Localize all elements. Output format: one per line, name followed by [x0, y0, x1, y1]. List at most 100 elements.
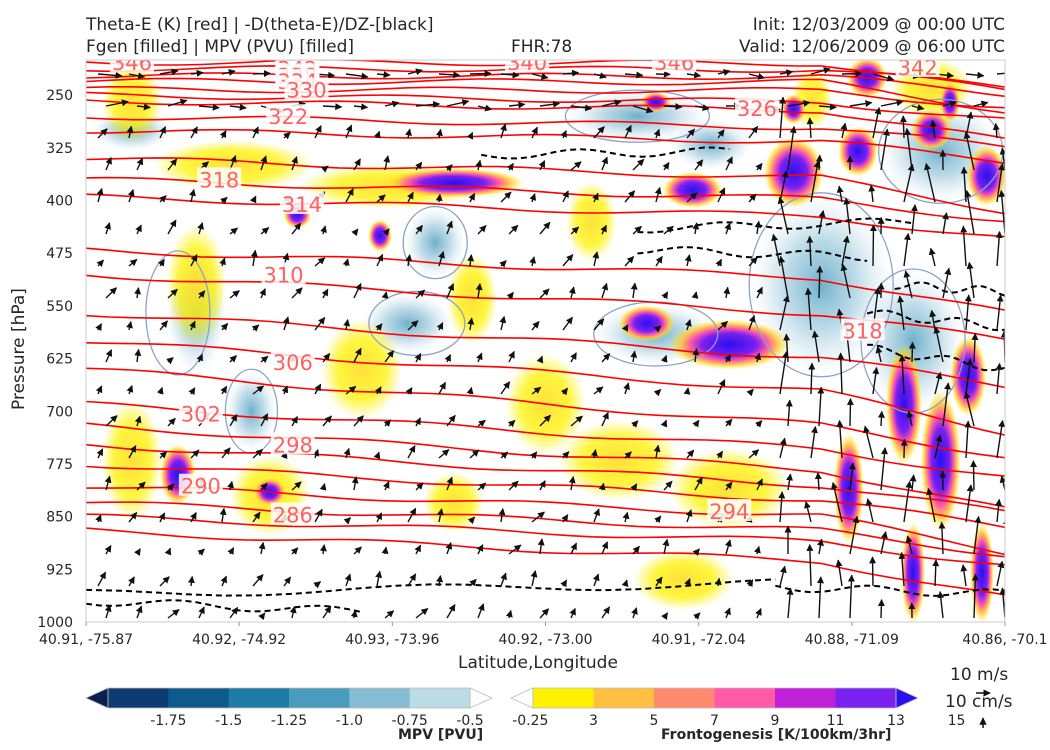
- colorbar-segment: [289, 688, 350, 708]
- wind-vector: [928, 247, 936, 267]
- wind-vector: [227, 480, 234, 491]
- wind-vector: [754, 220, 762, 235]
- y-tick-label: 775: [46, 457, 73, 473]
- colorbar-tick-label: 13: [887, 713, 905, 729]
- wind-vector: [219, 257, 226, 267]
- wind-vector: [128, 445, 137, 459]
- x-tick-label: 40.92, -74.92: [192, 632, 286, 648]
- wind-vector: [897, 295, 905, 331]
- wind-vector: [291, 287, 303, 299]
- wind-vector: [190, 511, 197, 523]
- wind-vector: [904, 127, 913, 171]
- theta-e-label: 298: [273, 433, 313, 457]
- wind-vector: [880, 128, 890, 171]
- wind-vector: [353, 158, 361, 171]
- wind-vector: [166, 357, 174, 365]
- wind-vector: [322, 415, 332, 427]
- wind-vector: [539, 608, 550, 619]
- colorbar-tick-label: 7: [710, 713, 719, 729]
- wind-vector: [779, 96, 787, 139]
- wind-vector: [314, 257, 326, 267]
- wind-vector: [127, 189, 135, 203]
- wind-vector: [252, 70, 271, 78]
- wind-vector: [692, 548, 700, 556]
- wind-vector: [653, 325, 662, 333]
- wind-vector: [128, 512, 138, 523]
- wind-vector: [135, 605, 143, 619]
- wind-vector: [536, 355, 544, 364]
- wind-vector: [375, 512, 383, 523]
- wind-vector: [872, 366, 880, 395]
- wind-vector: [814, 472, 822, 491]
- wind-vector: [560, 387, 569, 396]
- wind-vector: [816, 265, 824, 299]
- wind-vector: [662, 538, 670, 555]
- colorbar-segment: [228, 688, 290, 708]
- wind-vector: [500, 572, 507, 587]
- wind-vector: [818, 103, 837, 111]
- wind-vector: [438, 449, 450, 459]
- wind-vector: [508, 224, 519, 235]
- wind-vector: [964, 420, 972, 459]
- theta-e-contour: [86, 367, 1005, 459]
- wind-vector: [632, 225, 642, 235]
- wind-vector: [407, 320, 419, 331]
- wind-vector: [466, 131, 474, 140]
- init-time: Init: 12/03/2009 @ 00:00 UTC: [752, 15, 1005, 35]
- wind-vector: [960, 564, 968, 587]
- wind-vector: [810, 425, 818, 459]
- wind-vector: [190, 449, 200, 459]
- wind-vector: [500, 191, 512, 203]
- wind-vector: [95, 385, 103, 395]
- wind-vector: [376, 71, 391, 79]
- wind-vector: [197, 222, 204, 235]
- fgen-fill: [566, 181, 617, 262]
- wind-vector: [531, 386, 542, 395]
- wind-vector: [353, 415, 364, 427]
- wind-vector: [159, 451, 168, 459]
- wind-vector: [252, 126, 259, 139]
- wind-vector: [785, 399, 793, 427]
- wind-vector: [476, 544, 484, 555]
- theta-e-label-bg: [284, 77, 329, 100]
- wind-vector: [530, 570, 538, 587]
- wind-vector: [725, 481, 733, 491]
- wind-vector: [476, 352, 483, 363]
- wind-vector: [260, 227, 270, 235]
- wind-vector: [683, 387, 691, 395]
- wind-vector: [593, 72, 607, 79]
- wind-vector: [198, 103, 220, 111]
- theta-e-label: 302: [181, 402, 221, 426]
- wind-vector: [570, 352, 577, 363]
- wind-vector: [903, 270, 913, 299]
- theta-e-contour: [86, 400, 1005, 477]
- wind-vector: [779, 437, 787, 459]
- wind-vector: [405, 254, 413, 267]
- wind-vector: [818, 210, 826, 235]
- theta-e-label: 306: [273, 351, 313, 375]
- wind-vector: [375, 570, 383, 587]
- wind-vector: [693, 612, 701, 620]
- wind-vector: [539, 288, 550, 299]
- wind-vector: [560, 579, 568, 588]
- wind-vector: [622, 511, 630, 523]
- wind-vector: [508, 350, 515, 363]
- wind-vector: [863, 425, 874, 459]
- wind-vector: [723, 286, 731, 299]
- wind-vector: [196, 353, 204, 363]
- theta-e-contour: [86, 314, 1005, 389]
- wind-vector: [128, 258, 138, 267]
- theta-e-contour: [86, 86, 1005, 109]
- wind-vector: [415, 289, 426, 299]
- wind-vector: [624, 255, 635, 267]
- wind-vector: [283, 576, 292, 587]
- wind-vector: [499, 260, 507, 268]
- wind-vector: [126, 125, 134, 139]
- wind-vector: [166, 483, 175, 491]
- wind-vector: [531, 72, 549, 80]
- wind-vector: [435, 193, 443, 203]
- wind-vector: [960, 225, 968, 267]
- theta-e-contour: [86, 115, 1005, 148]
- wind-vector: [353, 282, 362, 299]
- y-tick-label: 550: [46, 299, 73, 315]
